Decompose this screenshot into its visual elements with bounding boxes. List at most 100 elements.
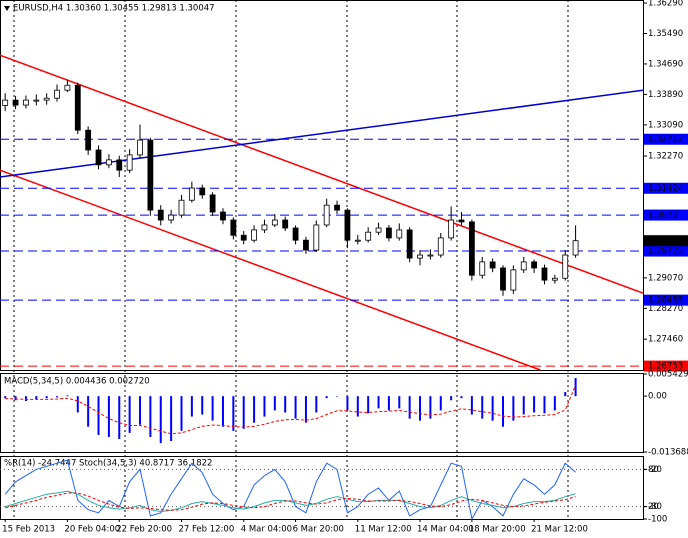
level-label: 1.28485 — [648, 296, 683, 306]
macd-bar — [211, 396, 214, 421]
candle-body — [116, 159, 123, 171]
candle-body — [303, 239, 309, 251]
x-tick-label: 15 Feb 2013 — [2, 525, 55, 535]
trend-line — [0, 169, 541, 371]
macd-bar — [118, 396, 121, 439]
level-label-box — [644, 294, 688, 306]
candle-body — [126, 154, 133, 171]
trend-line — [0, 54, 644, 294]
last-price-label: 1.30047 — [648, 236, 683, 246]
oscillator-line — [5, 492, 576, 511]
macd-bar — [56, 396, 59, 398]
level-label: 1.3072 — [648, 211, 678, 221]
x-tick-label: 6 Mar 20:00 — [293, 525, 344, 535]
candle-body — [43, 97, 50, 101]
level-label-box — [644, 209, 688, 221]
macd-bar — [543, 396, 546, 414]
candle-body — [479, 261, 486, 276]
last-price-box — [644, 235, 688, 247]
y-tick-label: -100 — [648, 515, 667, 525]
macd-bar — [553, 396, 556, 411]
x-tick-label: 18 Mar 20:00 — [469, 525, 526, 535]
candle-body — [95, 149, 102, 166]
candle-body — [251, 229, 257, 241]
y-tick-label: 1.33890 — [648, 90, 683, 100]
candle-body — [572, 240, 579, 256]
candle-body — [458, 219, 465, 223]
candle-body — [209, 194, 216, 213]
candle-body — [417, 254, 423, 259]
candle-body — [147, 139, 154, 211]
macd-bar — [87, 396, 90, 427]
macd-bar — [387, 396, 390, 411]
y-tick-label: 80 — [648, 465, 659, 475]
candle-body — [12, 99, 19, 106]
macd-bar — [460, 396, 463, 399]
level-label-box — [644, 360, 688, 372]
y-tick-label: 20 — [648, 502, 659, 512]
macd-bar — [501, 396, 504, 427]
candle-body — [531, 261, 538, 269]
y-tick-label: 0.005429 — [648, 370, 688, 380]
candle-body — [541, 267, 548, 281]
candle-body — [396, 229, 403, 239]
candle-body — [282, 219, 289, 229]
macd-bar — [284, 396, 287, 413]
oscillator-title: %R(14) -24.7447 Stoch(34,5,3) 40.8717 36… — [4, 459, 212, 469]
candle-body — [271, 219, 278, 226]
x-tick-label: 11 Mar 12:00 — [355, 525, 412, 535]
candle-body — [520, 261, 527, 271]
y-tick-label: 1.27460 — [648, 335, 683, 345]
candle-body — [448, 219, 455, 239]
candle-body — [74, 84, 81, 131]
macd-title: MACD(5,34,5) 0.004436 0.002720 — [4, 377, 150, 387]
macd-bar — [159, 396, 162, 444]
y-tick-label: -80 — [648, 502, 662, 512]
candle-body — [510, 269, 517, 291]
macd-bar — [377, 396, 380, 409]
macd-bar — [522, 396, 525, 415]
y-tick-label: 1.34690 — [648, 59, 683, 69]
candle-body — [23, 99, 29, 106]
macd-bar — [533, 396, 536, 413]
macd-bar — [221, 396, 224, 427]
candle-body — [562, 254, 569, 279]
macd-bar — [564, 392, 567, 397]
macd-bar — [149, 396, 152, 437]
y-tick-label: 1.32270 — [648, 152, 683, 162]
macd-bar — [66, 395, 69, 397]
level-label: 1.26753 — [648, 362, 683, 372]
macd-bar — [512, 396, 515, 421]
candle-body — [178, 199, 185, 216]
macd-bar — [253, 396, 256, 423]
candle-body — [292, 227, 299, 241]
candle-body — [105, 159, 112, 166]
x-tick-label: 21 Mar 12:00 — [531, 525, 588, 535]
signal-line — [5, 384, 577, 435]
panel-borders — [0, 0, 644, 520]
candle-body — [551, 277, 558, 281]
macd-bar — [315, 396, 318, 413]
macd-bar — [325, 396, 328, 399]
candle-body — [261, 224, 268, 231]
candle-body — [85, 129, 92, 151]
macd-bar — [45, 396, 48, 399]
macd-bar — [242, 396, 245, 429]
macd-bar — [180, 396, 183, 431]
level-label-box — [644, 182, 688, 194]
candle-body — [240, 234, 247, 241]
candle-body — [137, 139, 143, 156]
macd-bar — [419, 396, 422, 421]
macd-bar — [574, 378, 577, 397]
macd-bar — [14, 396, 17, 401]
candle-body — [313, 224, 320, 251]
y-tick-label: 1.28270 — [648, 304, 683, 314]
candle-body — [323, 204, 330, 226]
macd-bar — [139, 396, 142, 425]
macd-bar — [97, 396, 100, 435]
y-tick-label: 1.35490 — [648, 29, 683, 39]
macd-bar — [190, 396, 193, 417]
y-tick-label: 1.33090 — [648, 120, 683, 130]
